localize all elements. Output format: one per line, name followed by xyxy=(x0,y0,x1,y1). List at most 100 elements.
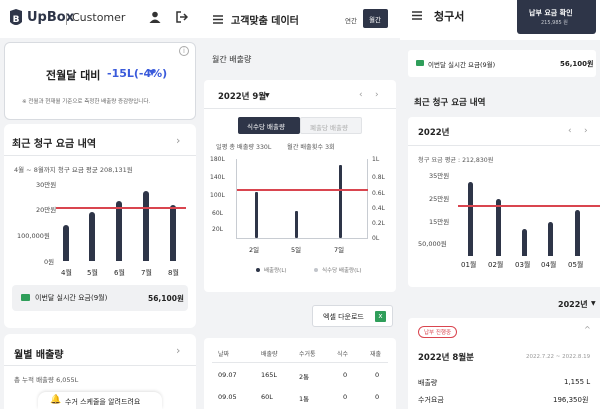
y-right-tick: 0L xyxy=(372,235,380,242)
page-title: 고객맞춤 데이터 xyxy=(231,16,299,27)
y-tick: 15만원 xyxy=(429,218,450,226)
billing-card: 최근 청구 요금 내역 › 4월 ~ 8월까지 청구 요금 평균 208,131… xyxy=(4,124,196,328)
bar-apr xyxy=(63,225,69,261)
pay-check-button[interactable]: 납부 요금 확인 215,985 원 xyxy=(517,0,596,34)
excel-download-button[interactable]: 엑셀 다운로드 x xyxy=(312,305,393,327)
svg-text:B: B xyxy=(13,15,20,25)
legend-b: 식수당 배출량(L) xyxy=(322,268,362,274)
chevron-right-icon[interactable]: › xyxy=(176,344,181,357)
x-label: 5월 xyxy=(87,269,98,277)
section-label: Customer xyxy=(72,11,126,24)
excel-label: 엑셀 다운로드 xyxy=(323,313,364,321)
bar-day-7 xyxy=(339,165,342,238)
summary-total: 일평 총 배출량 330L xyxy=(216,144,272,151)
caret-down-icon[interactable]: ▼ xyxy=(265,92,270,99)
billing-subtitle: 4월 ~ 8월까지 청구 요금 평균 208,131원 xyxy=(14,166,133,174)
compare-note: ※ 전월과 현재월 기준으로 측정한 배출량 증감량입니다. xyxy=(22,99,151,105)
x-label: 6월 xyxy=(114,269,125,277)
x-label: 4월 xyxy=(61,269,72,277)
app-header: 고객맞춤 데이터 연간 월간 xyxy=(200,0,400,38)
estimate-row[interactable]: 이번달 실시간 요금(9월) 56,100원 xyxy=(408,50,596,77)
y-right-tick: 0.8L xyxy=(372,174,385,181)
bar-aug xyxy=(170,205,176,261)
estimate-label: 이번달 실시간 요금(9월) xyxy=(35,294,108,302)
chevron-down-icon[interactable]: ▼ xyxy=(149,68,156,77)
bar-jun xyxy=(116,201,122,261)
x-label: 7월 xyxy=(141,269,152,277)
y-tick: 25만원 xyxy=(429,195,450,203)
y-tick: 50,000원 xyxy=(418,240,447,248)
y-right-tick: 0.4L xyxy=(372,205,385,212)
bill-detail-card: 납부 진행중 ^ 2022년 8월분 2022.7.22 ~ 2022.8.19… xyxy=(408,318,600,409)
year-label: 2022년 xyxy=(418,128,450,138)
bar-day-5 xyxy=(295,211,298,238)
legend-a: 배출량(L) xyxy=(264,268,287,274)
y-left-tick: 140L xyxy=(210,174,225,181)
app-header: 청구서 납부 요금 확인 215,985 원 xyxy=(400,0,600,40)
y-tick: 35만원 xyxy=(429,172,450,180)
estimate-label: 이번달 실시간 요금(9월) xyxy=(428,61,496,69)
status-badge: 납부 진행중 xyxy=(418,326,458,338)
pay-amount: 215,985 원 xyxy=(541,20,568,26)
divider xyxy=(4,365,196,366)
legend-dot-icon xyxy=(256,268,260,272)
y-left-tick: 60L xyxy=(212,210,223,217)
y-left-tick: 20L xyxy=(212,226,223,233)
x-label: 7일 xyxy=(334,246,345,254)
table-cell: 09.07 xyxy=(218,371,237,379)
hamburger-icon[interactable] xyxy=(412,11,422,20)
table-cell: 1통 xyxy=(299,395,310,403)
year-select[interactable]: 2022년 xyxy=(558,300,588,309)
info-icon[interactable]: i xyxy=(179,46,189,56)
table-cell: 60L xyxy=(261,393,273,401)
next-icon[interactable]: › xyxy=(375,90,379,100)
bar-feb xyxy=(496,199,501,256)
tab-yearly[interactable]: 연간 xyxy=(345,17,357,25)
excel-icon: x xyxy=(375,311,386,322)
x-label: 03월 xyxy=(515,261,531,269)
schedule-toast[interactable]: 🔔 수거 스케줄을 알려드려요 xyxy=(38,392,162,409)
y-right-tick: 1L xyxy=(372,156,380,163)
next-icon[interactable]: › xyxy=(584,126,588,136)
toast-text: 수거 스케줄을 알려드려요 xyxy=(65,398,141,406)
row-label: 배출량 xyxy=(418,379,438,387)
table-header: 식수 xyxy=(337,351,349,358)
chevron-up-icon[interactable]: ^ xyxy=(584,325,591,334)
compare-label: 전월달 대비 xyxy=(46,69,101,82)
custom-data-panel: 고객맞춤 데이터 연간 월간 월간 배출량 2022년 9월 ▼ ‹ › 식수당… xyxy=(200,0,400,409)
divider xyxy=(408,145,600,146)
chart-area xyxy=(56,183,186,261)
x-label: 02월 xyxy=(488,261,504,269)
user-icon[interactable] xyxy=(149,11,161,23)
bell-icon: 🔔 xyxy=(50,395,62,405)
reference-line xyxy=(237,189,368,191)
logout-icon[interactable] xyxy=(176,11,188,23)
y-tick: 20만원 xyxy=(36,206,57,214)
y-tick: 30만원 xyxy=(36,181,57,189)
hamburger-icon[interactable] xyxy=(213,15,223,24)
toggle-food-label: 식수당 배출량 xyxy=(247,123,285,131)
x-label: 04월 xyxy=(541,261,557,269)
row-label: 수거요금 xyxy=(418,396,444,404)
chart-area xyxy=(458,172,600,256)
prev-icon[interactable]: ‹ xyxy=(568,126,572,136)
caret-down-icon[interactable]: ▼ xyxy=(591,300,596,307)
average-line xyxy=(56,207,186,209)
table-cell: 2통 xyxy=(299,373,310,381)
divider xyxy=(212,362,388,363)
tab-monthly[interactable]: 월간 xyxy=(363,9,388,28)
average-line xyxy=(458,205,600,207)
month-select[interactable]: 2022년 9월 xyxy=(218,92,267,102)
upbox-logo-icon: B xyxy=(10,9,22,25)
chevron-right-icon[interactable]: › xyxy=(176,134,181,147)
logo-text: UpBox xyxy=(27,10,75,25)
toggle-food[interactable]: 식수당 배출량 xyxy=(238,117,300,134)
table-header: 수거통 xyxy=(299,351,316,358)
prev-icon[interactable]: ‹ xyxy=(359,90,363,100)
y-right-tick: 0.6L xyxy=(372,190,385,197)
x-label: 8월 xyxy=(168,269,179,277)
estimate-row[interactable]: 이번달 실시간 요금(9월) 56,100원 xyxy=(12,285,188,311)
toggle-waste[interactable]: 폐출당 배출량 xyxy=(300,117,362,134)
row-value: 1,155 L xyxy=(564,378,591,386)
bill-title: 2022년 8월분 xyxy=(418,353,474,363)
